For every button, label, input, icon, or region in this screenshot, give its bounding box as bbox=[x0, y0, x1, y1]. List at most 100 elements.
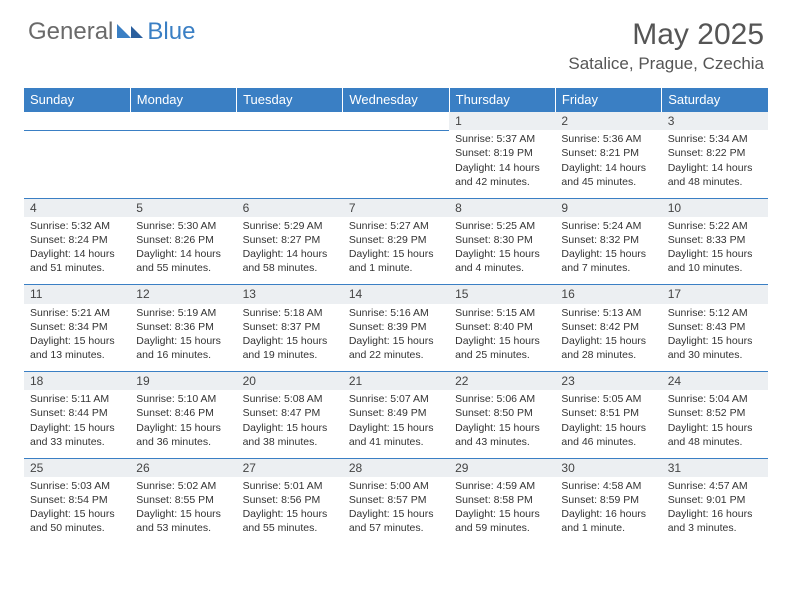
daynum-row: 123 bbox=[24, 112, 768, 131]
sunrise-text: Sunrise: 5:05 AM bbox=[561, 392, 655, 406]
day-number-cell: 30 bbox=[555, 458, 661, 477]
sunset-text: Sunset: 8:57 PM bbox=[349, 493, 443, 507]
calendar-head: Sunday Monday Tuesday Wednesday Thursday… bbox=[24, 88, 768, 112]
sunset-text: Sunset: 8:34 PM bbox=[30, 320, 124, 334]
sunrise-text: Sunrise: 5:27 AM bbox=[349, 219, 443, 233]
sunrise-text: Sunrise: 5:03 AM bbox=[30, 479, 124, 493]
sunset-text: Sunset: 8:46 PM bbox=[136, 406, 230, 420]
day-number-cell: 25 bbox=[24, 458, 130, 477]
day-number-cell: 29 bbox=[449, 458, 555, 477]
day-number-cell: 19 bbox=[130, 372, 236, 391]
day-detail-cell: Sunrise: 5:11 AMSunset: 8:44 PMDaylight:… bbox=[24, 390, 130, 458]
daylight-text: Daylight: 15 hours and 59 minutes. bbox=[455, 507, 549, 535]
day-header: Tuesday bbox=[237, 88, 343, 112]
detail-row: Sunrise: 5:37 AMSunset: 8:19 PMDaylight:… bbox=[24, 130, 768, 198]
sunset-text: Sunset: 8:43 PM bbox=[668, 320, 762, 334]
sunrise-text: Sunrise: 4:59 AM bbox=[455, 479, 549, 493]
day-number: 23 bbox=[561, 374, 574, 388]
daylight-text: Daylight: 15 hours and 22 minutes. bbox=[349, 334, 443, 362]
sunset-text: Sunset: 8:50 PM bbox=[455, 406, 549, 420]
sunset-text: Sunset: 8:29 PM bbox=[349, 233, 443, 247]
daylight-text: Daylight: 15 hours and 1 minute. bbox=[349, 247, 443, 275]
day-header: Saturday bbox=[662, 88, 768, 112]
sunset-text: Sunset: 8:49 PM bbox=[349, 406, 443, 420]
day-detail-cell: Sunrise: 5:07 AMSunset: 8:49 PMDaylight:… bbox=[343, 390, 449, 458]
daylight-text: Daylight: 15 hours and 13 minutes. bbox=[30, 334, 124, 362]
day-number: 4 bbox=[30, 201, 37, 215]
day-detail-cell: Sunrise: 5:05 AMSunset: 8:51 PMDaylight:… bbox=[555, 390, 661, 458]
sunrise-text: Sunrise: 5:16 AM bbox=[349, 306, 443, 320]
day-number-cell: 14 bbox=[343, 285, 449, 304]
sunset-text: Sunset: 8:22 PM bbox=[668, 146, 762, 160]
daylight-text: Daylight: 15 hours and 55 minutes. bbox=[243, 507, 337, 535]
day-header: Sunday bbox=[24, 88, 130, 112]
day-number-cell: 8 bbox=[449, 198, 555, 217]
sunrise-text: Sunrise: 5:36 AM bbox=[561, 132, 655, 146]
sunrise-text: Sunrise: 5:34 AM bbox=[668, 132, 762, 146]
calendar-body: 123Sunrise: 5:37 AMSunset: 8:19 PMDaylig… bbox=[24, 112, 768, 545]
calendar-table: Sunday Monday Tuesday Wednesday Thursday… bbox=[24, 88, 768, 545]
daylight-text: Daylight: 15 hours and 43 minutes. bbox=[455, 421, 549, 449]
day-detail-cell: Sunrise: 5:08 AMSunset: 8:47 PMDaylight:… bbox=[237, 390, 343, 458]
day-number: 8 bbox=[455, 201, 462, 215]
day-number-cell: 28 bbox=[343, 458, 449, 477]
sunrise-text: Sunrise: 5:07 AM bbox=[349, 392, 443, 406]
daynum-row: 25262728293031 bbox=[24, 458, 768, 477]
day-number: 3 bbox=[668, 114, 675, 128]
daylight-text: Daylight: 15 hours and 4 minutes. bbox=[455, 247, 549, 275]
daynum-row: 45678910 bbox=[24, 198, 768, 217]
sunset-text: Sunset: 9:01 PM bbox=[668, 493, 762, 507]
sunrise-text: Sunrise: 5:15 AM bbox=[455, 306, 549, 320]
sunset-text: Sunset: 8:44 PM bbox=[30, 406, 124, 420]
day-detail-cell: Sunrise: 5:02 AMSunset: 8:55 PMDaylight:… bbox=[130, 477, 236, 545]
day-detail-cell: Sunrise: 5:29 AMSunset: 8:27 PMDaylight:… bbox=[237, 217, 343, 285]
sunset-text: Sunset: 8:39 PM bbox=[349, 320, 443, 334]
detail-row: Sunrise: 5:11 AMSunset: 8:44 PMDaylight:… bbox=[24, 390, 768, 458]
detail-row: Sunrise: 5:21 AMSunset: 8:34 PMDaylight:… bbox=[24, 304, 768, 372]
sunrise-text: Sunrise: 5:37 AM bbox=[455, 132, 549, 146]
daylight-text: Daylight: 15 hours and 46 minutes. bbox=[561, 421, 655, 449]
day-detail-cell: Sunrise: 5:21 AMSunset: 8:34 PMDaylight:… bbox=[24, 304, 130, 372]
day-detail-cell: Sunrise: 5:16 AMSunset: 8:39 PMDaylight:… bbox=[343, 304, 449, 372]
day-number-cell: 22 bbox=[449, 372, 555, 391]
day-number: 2 bbox=[561, 114, 568, 128]
day-detail-cell: Sunrise: 5:01 AMSunset: 8:56 PMDaylight:… bbox=[237, 477, 343, 545]
day-detail-cell: Sunrise: 5:06 AMSunset: 8:50 PMDaylight:… bbox=[449, 390, 555, 458]
day-number: 13 bbox=[243, 287, 256, 301]
sunset-text: Sunset: 8:47 PM bbox=[243, 406, 337, 420]
day-number-cell: 27 bbox=[237, 458, 343, 477]
sunrise-text: Sunrise: 5:04 AM bbox=[668, 392, 762, 406]
daylight-text: Daylight: 14 hours and 58 minutes. bbox=[243, 247, 337, 275]
sunset-text: Sunset: 8:32 PM bbox=[561, 233, 655, 247]
sunset-text: Sunset: 8:26 PM bbox=[136, 233, 230, 247]
sunset-text: Sunset: 8:54 PM bbox=[30, 493, 124, 507]
day-number: 22 bbox=[455, 374, 468, 388]
daynum-row: 11121314151617 bbox=[24, 285, 768, 304]
day-number-cell: 26 bbox=[130, 458, 236, 477]
sunset-text: Sunset: 8:40 PM bbox=[455, 320, 549, 334]
day-number: 17 bbox=[668, 287, 681, 301]
day-number: 20 bbox=[243, 374, 256, 388]
day-number-cell: 13 bbox=[237, 285, 343, 304]
daylight-text: Daylight: 15 hours and 30 minutes. bbox=[668, 334, 762, 362]
day-number-cell: 24 bbox=[662, 372, 768, 391]
daylight-text: Daylight: 15 hours and 50 minutes. bbox=[30, 507, 124, 535]
day-number: 10 bbox=[668, 201, 681, 215]
daylight-text: Daylight: 15 hours and 36 minutes. bbox=[136, 421, 230, 449]
day-header-row: Sunday Monday Tuesday Wednesday Thursday… bbox=[24, 88, 768, 112]
sunrise-text: Sunrise: 5:25 AM bbox=[455, 219, 549, 233]
sunrise-text: Sunrise: 5:01 AM bbox=[243, 479, 337, 493]
sunset-text: Sunset: 8:51 PM bbox=[561, 406, 655, 420]
day-detail-cell: Sunrise: 5:24 AMSunset: 8:32 PMDaylight:… bbox=[555, 217, 661, 285]
daylight-text: Daylight: 15 hours and 7 minutes. bbox=[561, 247, 655, 275]
sunset-text: Sunset: 8:56 PM bbox=[243, 493, 337, 507]
sunrise-text: Sunrise: 5:18 AM bbox=[243, 306, 337, 320]
brand-triangle-icon bbox=[117, 20, 143, 45]
daylight-text: Daylight: 14 hours and 42 minutes. bbox=[455, 161, 549, 189]
sunrise-text: Sunrise: 5:00 AM bbox=[349, 479, 443, 493]
page-title: May 2025 bbox=[568, 18, 764, 52]
day-detail-cell: Sunrise: 5:10 AMSunset: 8:46 PMDaylight:… bbox=[130, 390, 236, 458]
day-number-cell: 23 bbox=[555, 372, 661, 391]
day-number-cell bbox=[130, 112, 236, 131]
day-detail-cell: Sunrise: 5:18 AMSunset: 8:37 PMDaylight:… bbox=[237, 304, 343, 372]
